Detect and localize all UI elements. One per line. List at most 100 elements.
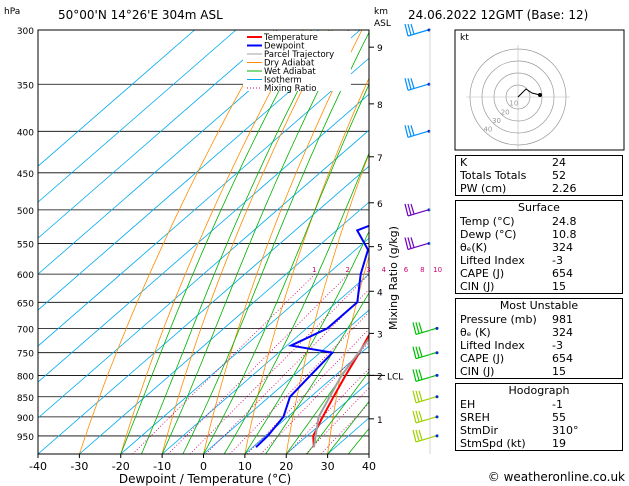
wind-barb-flag: [412, 369, 417, 382]
wind-barb-staff: [407, 209, 429, 217]
isotherm-line: [161, 273, 369, 454]
wind-barb-staff: [415, 374, 437, 382]
index-row: Pressure (mb) 981: [456, 313, 622, 326]
hodograph-trace: [517, 88, 541, 98]
isotherm-line: [38, 30, 361, 311]
index-label: θₑ(K): [460, 241, 488, 254]
pressure-tick-label: 800: [17, 372, 34, 382]
pressure-tick-label: 650: [17, 299, 34, 309]
legend-item-label: Temperature: [263, 33, 318, 43]
index-row: StmDir 310°: [456, 424, 622, 437]
isotherm-line: [38, 165, 369, 454]
wind-barb-flag: [404, 78, 409, 91]
index-value: 19: [552, 437, 566, 450]
wind-barb-tip: [435, 415, 439, 419]
altitude-tick-label: 6: [377, 200, 383, 210]
hodograph-storm-marker: [538, 93, 542, 97]
hodograph-ring-label: 10: [509, 100, 518, 108]
index-label: K: [460, 156, 468, 169]
index-label: Pressure (mb): [460, 313, 537, 326]
x-tick-label: 40: [362, 460, 376, 473]
wind-barb-tip: [435, 351, 439, 355]
index-value: 15: [552, 280, 566, 293]
wind-barb-flag: [415, 346, 420, 358]
index-label: CAPE (J): [460, 267, 505, 280]
pressure-tick-label: 350: [17, 81, 34, 91]
km-label: km: [374, 7, 388, 17]
index-row: θₑ (K) 324: [456, 326, 622, 339]
profile-lines: [255, 224, 369, 448]
x-tick-label: 0: [200, 460, 207, 473]
wind-barb-flag: [410, 78, 415, 89]
index-label: CIN (J): [460, 280, 495, 293]
hodograph-title: Hodograph: [508, 384, 570, 397]
mixing-ratio-line: [320, 402, 369, 454]
legend-item-label: Isotherm: [264, 76, 302, 86]
pressure-tick-label: 950: [17, 433, 34, 443]
dry-adiabat-line: [203, 30, 363, 454]
mixing-ratio-label: 8: [420, 266, 424, 274]
x-tick-label: -20: [112, 460, 130, 473]
index-value: 654: [552, 267, 573, 280]
pressure-tick-label: 500: [17, 207, 34, 217]
wet-adiabat-line: [285, 336, 369, 454]
pressure-tick-label: 700: [17, 325, 34, 335]
pressure-tick-label: 400: [17, 128, 34, 138]
wind-barb-flag: [412, 322, 417, 335]
wind-barb-flag: [418, 322, 423, 333]
wet-adiabat-line: [141, 30, 330, 454]
wind-barb-flag: [410, 125, 415, 136]
temperature-line: [312, 333, 369, 448]
most-unstable-title: Most Unstable: [499, 299, 579, 312]
wind-barb-flag: [407, 78, 412, 90]
dry-adiabat-line: [120, 30, 304, 454]
wind-barb-flag: [407, 237, 412, 249]
index-label: CAPE (J): [460, 352, 505, 365]
wind-barb-flag: [415, 429, 420, 442]
wind-barb-flag: [412, 410, 417, 424]
altitude-tick-label: 7: [377, 154, 383, 164]
hpa-label: hPa: [4, 7, 20, 17]
dry-adiabat-line: [285, 152, 369, 454]
isotherm-line: [38, 57, 369, 347]
altitude-tick-label: 9: [377, 44, 383, 54]
wind-barb-flag: [407, 23, 412, 36]
x-tick-label: -10: [153, 460, 171, 473]
asl-label: ASL: [374, 19, 391, 29]
wet-adiabat-line: [161, 30, 350, 454]
wind-barb-flag: [410, 23, 415, 35]
index-row: θₑ(K) 324: [456, 241, 622, 254]
wind-barb-flag: [404, 203, 409, 217]
index-label: SREH: [460, 411, 490, 424]
mixing-ratio-line: [167, 273, 349, 454]
wind-barb-staff: [407, 130, 429, 138]
altitude-tick-label: 2: [377, 372, 383, 382]
index-value: 24.8: [552, 215, 577, 228]
index-label: Totals Totals: [460, 169, 527, 182]
legend-item-label: Dewpoint: [264, 42, 305, 52]
index-row: K 24: [456, 156, 622, 169]
isotherm-line: [285, 381, 369, 454]
x-tick-label: 20: [279, 460, 293, 473]
pressure-tick-label: 900: [17, 414, 34, 424]
index-value: 310°: [552, 424, 579, 437]
pressure-tick-label: 750: [17, 350, 34, 360]
index-value: 55: [552, 411, 566, 424]
wind-barb-flag: [407, 125, 412, 137]
wet-adiabat-line: [306, 371, 369, 454]
altitude-tick-label: 1: [377, 416, 383, 426]
wind-barb-flag: [410, 237, 415, 248]
index-value: 15: [552, 365, 566, 378]
hodograph-ring-label: 20: [501, 108, 510, 116]
index-value: 654: [552, 352, 573, 365]
wind-barb-flag: [404, 23, 409, 37]
indices-panel: K 24 Totals Totals 52 PW (cm) 2.26 Surface Te…: [455, 155, 623, 455]
surface-indices: Surface Temp (°C) 24.8 Dewp (°C) 10.8 θₑ(K) 3…: [455, 200, 623, 294]
index-value: 52: [552, 169, 566, 182]
index-value: 324: [552, 241, 573, 254]
mixing-ratio-line: [286, 367, 369, 454]
wind-barb-flag: [415, 390, 420, 402]
index-row: StmSpd (kt) 19: [456, 437, 622, 450]
